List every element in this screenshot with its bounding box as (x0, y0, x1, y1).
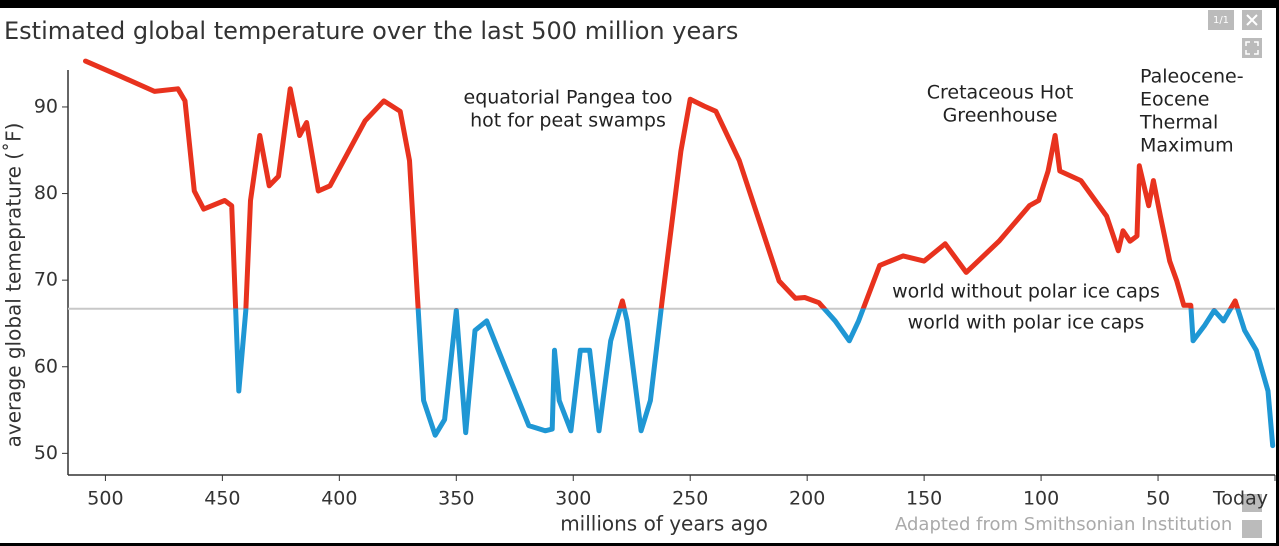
annotation: Paleocene- (1140, 66, 1244, 88)
download-button[interactable] (1242, 494, 1262, 512)
share-button[interactable] (1242, 520, 1262, 538)
x-axis-label: millions of years ago (560, 512, 768, 536)
x-tick-label: 50 (1146, 488, 1170, 510)
fullscreen-button[interactable] (1242, 38, 1262, 58)
temperature-line (83, 58, 1276, 449)
annotation: Thermal (1139, 112, 1218, 134)
annotation: Maximum (1140, 135, 1234, 157)
y-tick-label: 90 (34, 95, 58, 117)
ui-buttons: 1/1 (1208, 10, 1262, 538)
x-tick-label: 450 (204, 488, 240, 510)
y-tick-label: 50 (34, 442, 58, 464)
chart-title: Estimated global temperature over the la… (4, 17, 738, 45)
x-tick-label: 150 (906, 488, 942, 510)
counter: 1/1 (1213, 15, 1229, 26)
y-tick-label: 70 (34, 269, 58, 291)
x-tick-label: 400 (321, 488, 357, 510)
x-tick-label: 350 (438, 488, 474, 510)
x-tick-label: 250 (672, 488, 708, 510)
annotation: Cretaceous Hot (927, 82, 1074, 104)
x-tick-label: 500 (87, 488, 123, 510)
annotation: equatorial Pangea too (464, 87, 673, 109)
annotation: world with polar ice caps (908, 312, 1145, 334)
fullscreen-icon (1245, 41, 1259, 55)
y-axis-label: average global temeprature (˚F) (2, 123, 26, 448)
source: Adapted from Smithsonian Institution (895, 514, 1232, 535)
annotation: Eocene (1140, 89, 1210, 111)
annotation: world without polar ice caps (892, 281, 1160, 303)
annotation: Greenhouse (943, 105, 1058, 127)
y-tick-label: 60 (34, 355, 58, 377)
annotation: hot for peat swamps (470, 110, 666, 132)
counter-box (1208, 10, 1234, 30)
x-tick-label: 100 (1023, 488, 1059, 510)
x-tick-label: 300 (555, 488, 591, 510)
close-icon (1246, 14, 1258, 26)
background (0, 8, 1276, 543)
y-tick-label: 80 (34, 182, 58, 204)
x-tick-label: Today (1212, 488, 1268, 510)
x-tick-label: 200 (789, 488, 825, 510)
